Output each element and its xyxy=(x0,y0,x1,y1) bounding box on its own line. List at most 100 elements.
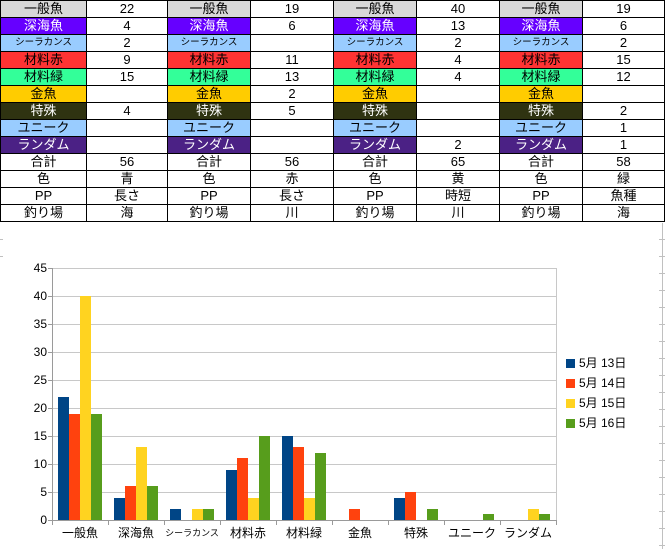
value-cell[interactable]: 40 xyxy=(416,0,500,18)
value-cell[interactable] xyxy=(86,119,168,137)
row-label-cell[interactable]: 特殊 xyxy=(0,102,87,120)
row-label-cell[interactable]: 色 xyxy=(333,170,417,188)
row-label-cell[interactable]: 深海魚 xyxy=(0,17,87,35)
row-label-cell[interactable]: 合計 xyxy=(0,153,87,171)
value-cell[interactable]: 15 xyxy=(86,68,168,86)
row-label-cell[interactable]: ランダム xyxy=(333,136,417,154)
value-cell[interactable]: 4 xyxy=(86,102,168,120)
row-label-cell[interactable]: ユニーク xyxy=(499,119,583,137)
row-label-cell[interactable]: 金魚 xyxy=(499,85,583,103)
value-cell[interactable]: 緑 xyxy=(582,170,665,188)
row-label-cell[interactable]: 釣り場 xyxy=(499,204,583,222)
row-label-cell[interactable]: ユニーク xyxy=(167,119,251,137)
value-cell[interactable] xyxy=(250,119,334,137)
row-label-cell[interactable]: 特殊 xyxy=(167,102,251,120)
row-label-cell[interactable]: 金魚 xyxy=(333,85,417,103)
value-cell[interactable] xyxy=(250,34,334,52)
value-cell[interactable] xyxy=(86,136,168,154)
value-cell[interactable]: 9 xyxy=(86,51,168,69)
row-label-cell[interactable]: シーラカンス xyxy=(333,34,417,52)
value-cell[interactable]: 魚種 xyxy=(582,187,665,205)
row-label-cell[interactable]: 色 xyxy=(499,170,583,188)
row-label-cell[interactable]: ランダム xyxy=(499,136,583,154)
row-label-cell[interactable]: 釣り場 xyxy=(167,204,251,222)
row-label-cell[interactable]: 材料緑 xyxy=(333,68,417,86)
row-label-cell[interactable]: 一般魚 xyxy=(167,0,251,18)
row-label-cell[interactable]: 材料緑 xyxy=(499,68,583,86)
value-cell[interactable]: 6 xyxy=(250,17,334,35)
row-label-cell[interactable]: 一般魚 xyxy=(499,0,583,18)
row-label-cell[interactable]: 深海魚 xyxy=(333,17,417,35)
value-cell[interactable]: 2 xyxy=(416,34,500,52)
value-cell[interactable] xyxy=(416,85,500,103)
row-label-cell[interactable]: ランダム xyxy=(0,136,87,154)
value-cell[interactable]: 19 xyxy=(250,0,334,18)
row-label-cell[interactable]: 色 xyxy=(0,170,87,188)
value-cell[interactable]: 4 xyxy=(86,17,168,35)
value-cell[interactable]: 5 xyxy=(250,102,334,120)
row-label-cell[interactable]: シーラカンス xyxy=(167,34,251,52)
value-cell[interactable]: 1 xyxy=(582,119,665,137)
value-cell[interactable] xyxy=(86,85,168,103)
value-cell[interactable]: 海 xyxy=(86,204,168,222)
row-label-cell[interactable]: 深海魚 xyxy=(167,17,251,35)
value-cell[interactable]: 長さ xyxy=(250,187,334,205)
value-cell[interactable]: 12 xyxy=(582,68,665,86)
row-label-cell[interactable]: 合計 xyxy=(333,153,417,171)
row-label-cell[interactable]: 一般魚 xyxy=(0,0,87,18)
row-label-cell[interactable]: 材料赤 xyxy=(333,51,417,69)
value-cell[interactable]: 赤 xyxy=(250,170,334,188)
row-label-cell[interactable]: 合計 xyxy=(499,153,583,171)
value-cell[interactable]: 22 xyxy=(86,0,168,18)
value-cell[interactable]: 13 xyxy=(250,68,334,86)
value-cell[interactable]: 長さ xyxy=(86,187,168,205)
value-cell[interactable]: 時短 xyxy=(416,187,500,205)
value-cell[interactable]: 黄 xyxy=(416,170,500,188)
row-label-cell[interactable]: PP xyxy=(167,187,251,205)
value-cell[interactable] xyxy=(416,102,500,120)
value-cell[interactable]: 海 xyxy=(582,204,665,222)
value-cell[interactable]: 65 xyxy=(416,153,500,171)
row-label-cell[interactable]: 一般魚 xyxy=(333,0,417,18)
value-cell[interactable]: 4 xyxy=(416,51,500,69)
row-label-cell[interactable]: 釣り場 xyxy=(333,204,417,222)
value-cell[interactable]: 1 xyxy=(582,136,665,154)
value-cell[interactable]: 13 xyxy=(416,17,500,35)
row-label-cell[interactable]: 材料赤 xyxy=(167,51,251,69)
row-label-cell[interactable]: 材料緑 xyxy=(167,68,251,86)
row-label-cell[interactable]: ユニーク xyxy=(333,119,417,137)
row-label-cell[interactable]: 金魚 xyxy=(167,85,251,103)
value-cell[interactable]: 11 xyxy=(250,51,334,69)
row-label-cell[interactable]: シーラカンス xyxy=(499,34,583,52)
value-cell[interactable]: 2 xyxy=(416,136,500,154)
row-label-cell[interactable]: 材料緑 xyxy=(0,68,87,86)
row-label-cell[interactable]: 特殊 xyxy=(333,102,417,120)
row-label-cell[interactable]: ユニーク xyxy=(0,119,87,137)
bar-chart[interactable]: 0 5 10 15 20 25 30 35 40 45 一般魚 深海魚 シーラカンス 材料赤 材料緑 金魚 特殊… xyxy=(3,228,662,549)
value-cell[interactable]: 56 xyxy=(250,153,334,171)
value-cell[interactable] xyxy=(250,136,334,154)
value-cell[interactable] xyxy=(416,119,500,137)
row-label-cell[interactable]: PP xyxy=(0,187,87,205)
value-cell[interactable]: 青 xyxy=(86,170,168,188)
value-cell[interactable]: 2 xyxy=(582,102,665,120)
value-cell[interactable]: 川 xyxy=(416,204,500,222)
row-label-cell[interactable]: 特殊 xyxy=(499,102,583,120)
value-cell[interactable]: 58 xyxy=(582,153,665,171)
row-label-cell[interactable]: 色 xyxy=(167,170,251,188)
value-cell[interactable]: 2 xyxy=(250,85,334,103)
row-label-cell[interactable]: PP xyxy=(333,187,417,205)
value-cell[interactable]: 56 xyxy=(86,153,168,171)
value-cell[interactable]: 4 xyxy=(416,68,500,86)
value-cell[interactable]: 2 xyxy=(582,34,665,52)
row-label-cell[interactable]: シーラカンス xyxy=(0,34,87,52)
value-cell[interactable]: 15 xyxy=(582,51,665,69)
row-label-cell[interactable]: 合計 xyxy=(167,153,251,171)
value-cell[interactable] xyxy=(582,85,665,103)
value-cell[interactable]: 19 xyxy=(582,0,665,18)
row-label-cell[interactable]: 深海魚 xyxy=(499,17,583,35)
row-label-cell[interactable]: 金魚 xyxy=(0,85,87,103)
row-label-cell[interactable]: 材料赤 xyxy=(499,51,583,69)
value-cell[interactable]: 川 xyxy=(250,204,334,222)
row-label-cell[interactable]: ランダム xyxy=(167,136,251,154)
